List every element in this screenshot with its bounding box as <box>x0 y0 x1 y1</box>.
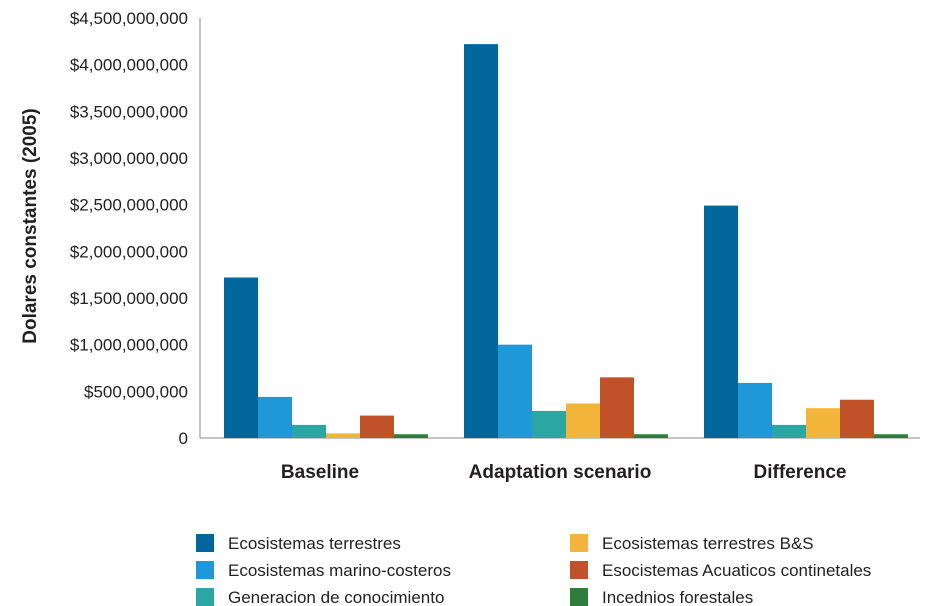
bar <box>600 377 634 438</box>
legend-swatch <box>196 534 214 552</box>
y-tick-label: $4,500,000,000 <box>70 9 188 28</box>
axes <box>199 18 920 439</box>
legend: Ecosistemas terrestres Ecosistemas marino… <box>196 534 871 606</box>
bar <box>704 205 738 438</box>
legend-label: Ecosistemas terrestres B&S <box>602 534 814 553</box>
bar <box>258 396 292 438</box>
y-axis-title: Dolares constantes (2005) <box>20 108 41 344</box>
y-tick-label: $4,000,000,000 <box>70 56 188 75</box>
bar <box>394 434 428 438</box>
bar <box>634 434 668 438</box>
legend-label: Generacion de conocimiento <box>228 588 444 606</box>
bar <box>326 433 360 438</box>
bar <box>566 403 600 438</box>
bar <box>772 424 806 438</box>
x-category-label: Adaptation scenario <box>469 462 652 483</box>
y-tick-label: $2,000,000,000 <box>70 242 188 261</box>
bar <box>532 410 566 438</box>
y-tick-label: $500,000,000 <box>84 382 188 401</box>
y-axis-ticks: 0 $500,000,000 $1,000,000,000 $1,500,000,00… <box>70 9 188 448</box>
y-tick-label: $3,000,000,000 <box>70 149 188 168</box>
bar <box>806 408 840 438</box>
bar <box>498 344 532 438</box>
legend-swatch <box>196 561 214 579</box>
bar <box>464 44 498 439</box>
bar <box>874 434 908 438</box>
legend-swatch <box>196 588 214 606</box>
bar <box>738 382 772 438</box>
y-tick-label: $1,500,000,000 <box>70 289 188 308</box>
legend-swatch <box>570 561 588 579</box>
bar <box>292 424 326 438</box>
y-tick-label: $2,500,000,000 <box>70 196 188 215</box>
legend-label: Ecosistemas marino-costeros <box>228 561 451 580</box>
y-axis-title-group: Dolares constantes (2005) <box>20 108 41 344</box>
x-category-label: Difference <box>754 462 847 483</box>
bar <box>840 399 874 438</box>
legend-label: Incednios forestales <box>602 588 753 606</box>
category-labels: Baseline Adaptation scenario Difference <box>281 462 847 483</box>
legend-swatch <box>570 534 588 552</box>
legend-swatch <box>570 588 588 606</box>
legend-label: Ecosistemas terrestres <box>228 534 401 553</box>
y-tick-label: $3,500,000,000 <box>70 102 188 121</box>
x-category-label: Baseline <box>281 462 359 483</box>
bars <box>224 44 908 439</box>
legend-label: Esocistemas Acuaticos continetales <box>602 561 871 580</box>
bar <box>224 277 258 438</box>
bar <box>360 415 394 438</box>
y-tick-label: 0 <box>179 429 188 448</box>
y-tick-label: $1,000,000,000 <box>70 336 188 355</box>
